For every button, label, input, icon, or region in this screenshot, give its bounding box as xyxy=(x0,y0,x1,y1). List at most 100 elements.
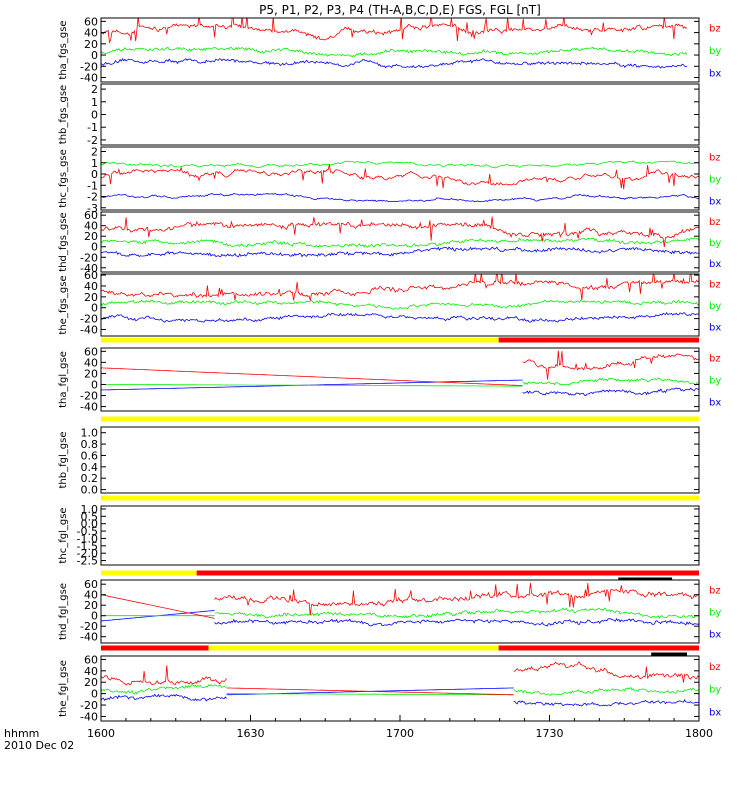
status-bar-segment xyxy=(196,570,699,576)
y-tick-label: 1.0 xyxy=(81,503,99,516)
series-bz xyxy=(101,216,699,247)
legend-bz: bz xyxy=(709,24,721,35)
status-bar-segment xyxy=(651,652,688,656)
series-by xyxy=(101,160,699,169)
panel-frame xyxy=(100,211,700,273)
panel-frame xyxy=(100,83,700,146)
y-axis-label: thd_fgs_gse xyxy=(58,212,69,271)
x-tick-label: 1700 xyxy=(386,727,414,740)
y-tick-label: 40 xyxy=(84,356,98,369)
series-bx xyxy=(101,311,699,323)
series-bz xyxy=(101,18,688,44)
legend-by: by xyxy=(709,685,721,696)
y-axis-label: thc_fgl_gse xyxy=(58,507,69,563)
legend-bx: bx xyxy=(709,398,721,409)
legend-bz: bz xyxy=(709,353,721,364)
legend-bz: bz xyxy=(709,217,721,228)
panel-frame xyxy=(100,146,700,211)
series-bz xyxy=(101,350,699,386)
y-tick-label: 0.5 xyxy=(81,510,99,523)
y-axis-label: the_fgs_gse xyxy=(58,275,69,334)
y-tick-label: -1 xyxy=(87,121,98,134)
y-tick-label: 1 xyxy=(91,96,98,109)
y-tick-label: 0.0 xyxy=(81,518,99,531)
status-bar-segment xyxy=(101,645,209,651)
series-bx xyxy=(101,379,699,397)
legend-by: by xyxy=(709,238,721,249)
y-tick-label: -40 xyxy=(80,262,98,275)
time-axis-date-label: 2010 Dec 02 xyxy=(4,739,74,752)
legend-bx: bx xyxy=(709,707,721,718)
panel-thc_fgl_gse: 1.00.50.0-0.5-1.0-1.5-2.0-2.5 thc_fgl_gse xyxy=(58,503,700,568)
panel-data xyxy=(101,18,688,69)
series-bx xyxy=(101,58,688,69)
panel-frame xyxy=(100,273,700,337)
panel-data xyxy=(101,350,699,397)
y-tick-label: 40 xyxy=(84,589,98,602)
legend-bz: bz xyxy=(709,585,721,596)
y-tick-label: 60 xyxy=(84,269,98,282)
panel-frame xyxy=(100,655,700,722)
legend-by: by xyxy=(709,46,721,57)
legend-bz: bz xyxy=(709,662,721,673)
panel-frame xyxy=(100,505,700,566)
status-bar-segment xyxy=(101,337,499,343)
y-tick-label: -1 xyxy=(87,179,98,192)
series-bx xyxy=(101,610,699,627)
series-bx xyxy=(101,246,699,258)
y-tick-label: -40 xyxy=(80,401,98,414)
y-tick-label: -40 xyxy=(80,72,98,85)
y-tick-label: 20 xyxy=(84,291,98,304)
y-tick-label: -2.5 xyxy=(77,555,98,568)
y-axis-label: thb_fgs_gse xyxy=(58,85,69,144)
legend-bz: bz xyxy=(709,152,721,163)
panel-frame xyxy=(100,426,700,494)
legend-bx: bx xyxy=(709,197,721,208)
y-tick-label: 0 xyxy=(91,109,98,122)
legend-bx: bx xyxy=(709,259,721,270)
legend-by: by xyxy=(709,376,721,387)
y-tick-label: 0 xyxy=(91,168,98,181)
y-tick-label: 2 xyxy=(91,146,98,159)
legend-bz: bz xyxy=(709,279,721,290)
y-tick-label: -0.5 xyxy=(77,525,98,538)
time-axis-units-label: hhmm xyxy=(4,727,39,740)
y-tick-label: -40 xyxy=(80,710,98,723)
panel-thb_fgl_gse: 1.00.80.60.40.20.0 thb_fgl_gse xyxy=(58,426,700,497)
y-tick-label: 40 xyxy=(84,665,98,678)
y-tick-label: -2.0 xyxy=(77,547,98,560)
y-tick-label: 20 xyxy=(84,599,98,612)
series-by xyxy=(101,46,688,58)
y-tick-label: -20 xyxy=(80,699,98,712)
status-bar-segment xyxy=(101,570,197,576)
y-tick-label: 0 xyxy=(91,302,98,315)
y-tick-label: -3 xyxy=(87,202,98,215)
series-by xyxy=(101,684,699,697)
y-axis-label: tha_fgs_gse xyxy=(58,20,69,79)
panel-thc_fgs_gse: 210-1-2-3 thc_fgs_gse bz by bx xyxy=(58,146,721,215)
x-tick-label: 1730 xyxy=(536,727,564,740)
y-tick-label: 0 xyxy=(91,610,98,623)
status-bar-segment xyxy=(618,577,673,581)
y-tick-label: 60 xyxy=(84,345,98,358)
panel-frame xyxy=(100,579,700,644)
series-by xyxy=(101,607,699,619)
status-bar-segment xyxy=(498,645,699,651)
y-tick-label: 0 xyxy=(91,688,98,701)
panel-data xyxy=(101,661,699,707)
y-tick-label: 20 xyxy=(84,367,98,380)
y-tick-label: -20 xyxy=(80,313,98,326)
y-tick-label: 0 xyxy=(91,49,98,62)
status-bar-segment xyxy=(101,416,699,422)
y-tick-label: 60 xyxy=(84,15,98,28)
chart-title: P5, P1, P2, P3, P4 (TH-A,B,C,D,E) FGS, F… xyxy=(259,3,541,17)
y-axis-label: thd_fgl_gse xyxy=(58,583,69,640)
y-tick-label: 40 xyxy=(84,220,98,233)
y-tick-label: 0.0 xyxy=(81,484,99,497)
